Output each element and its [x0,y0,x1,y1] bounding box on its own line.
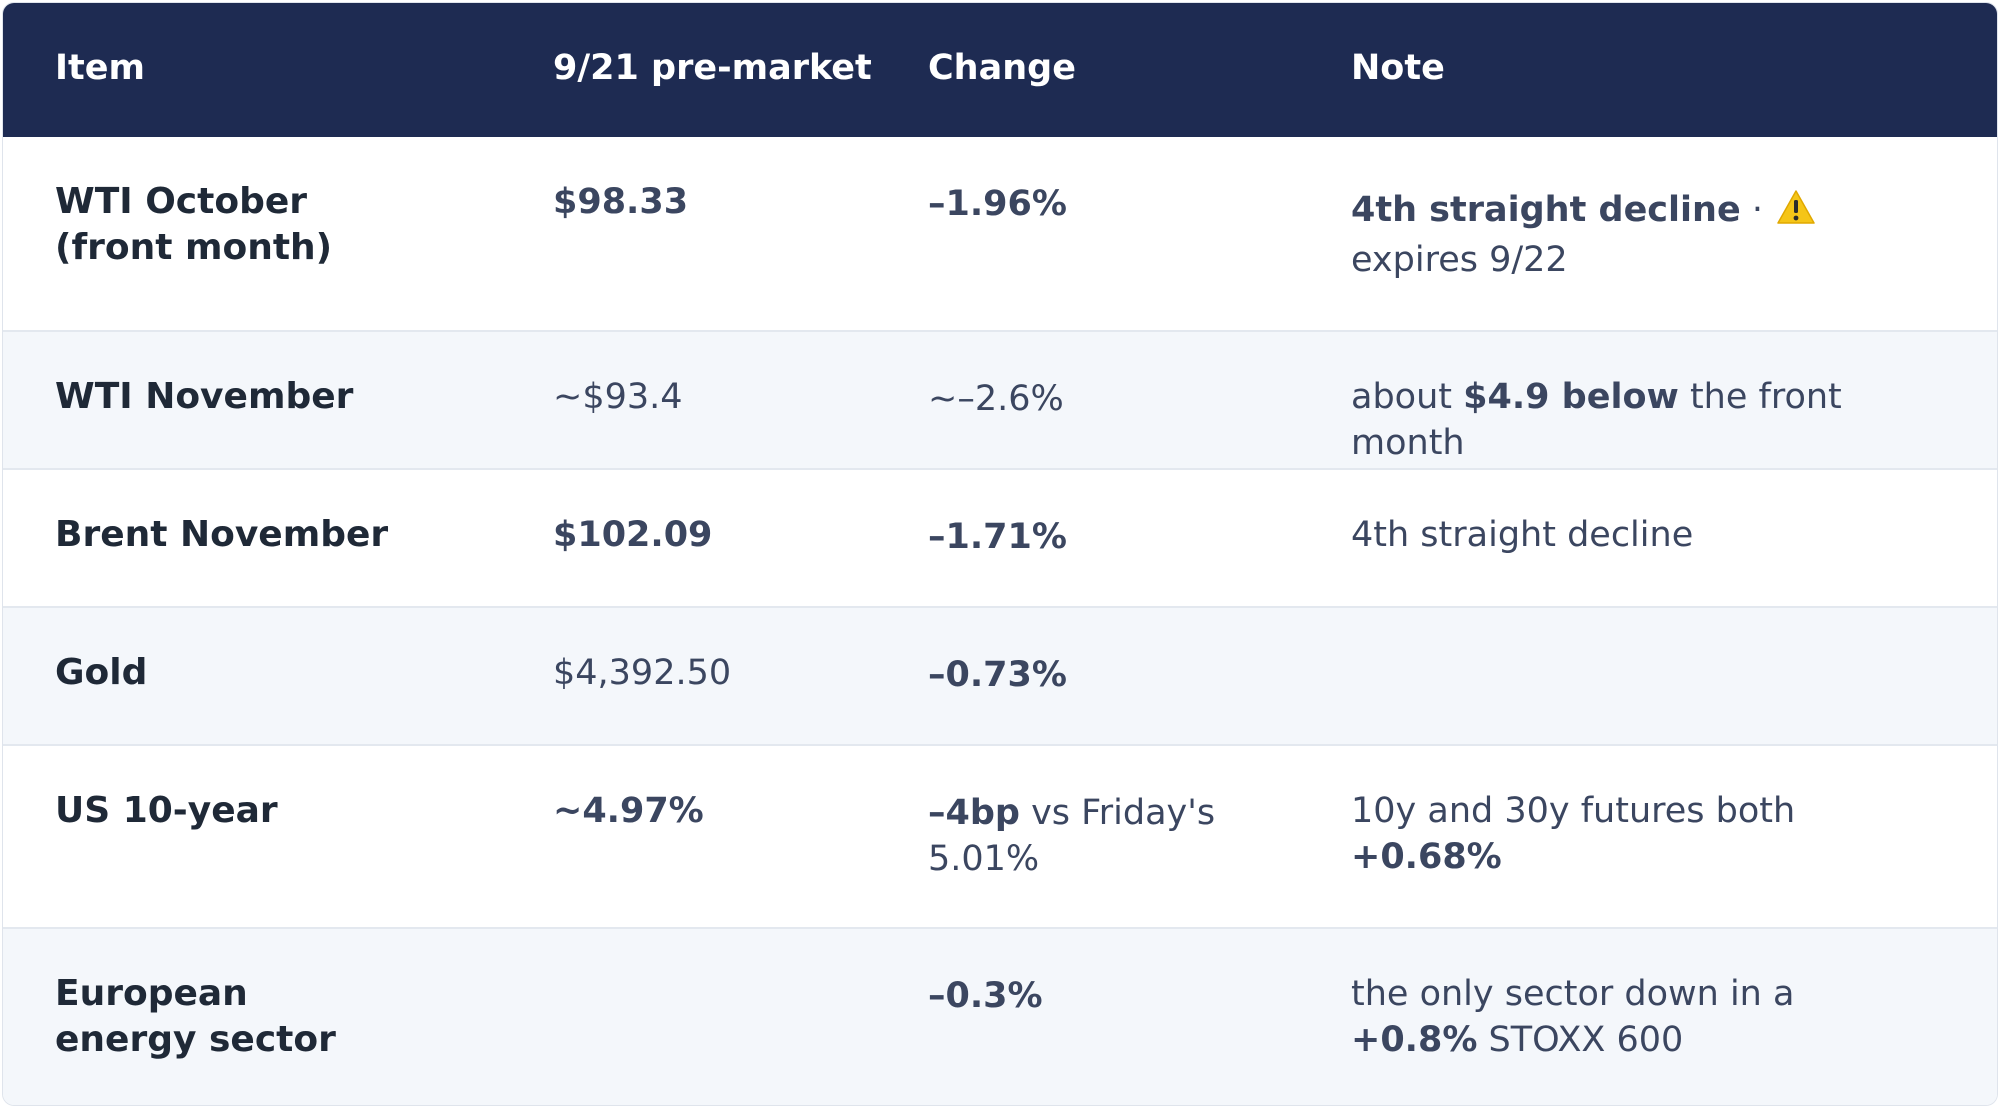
row-item: WTI November [55,376,354,417]
table-row: WTI November ~$93.4 ~–2.6% about $4.9 be… [3,332,1997,470]
note-bold: +0.68% [1351,837,1502,877]
header-premarket: 9/21 pre-market [553,48,872,88]
row-change: –0.73% [928,655,1067,695]
row-item: Brent November [55,514,389,555]
row-change: ~–2.6% [928,379,1064,419]
note-post: STOXX 600 [1477,1020,1684,1060]
note-separator: · [1740,190,1775,230]
table-row: Brent November $102.09 –1.71% 4th straig… [3,470,1997,608]
note-bold: +0.8% [1351,1020,1478,1060]
row-note: the only sector down in a +0.8% STOXX 60… [1351,971,1911,1063]
row-item: US 10-year [55,790,278,831]
row-change: –4bp vs Friday's 5.01% [928,790,1228,882]
table-header: Item 9/21 pre-market Change Note [3,3,1997,137]
note-bold: $4.9 below [1463,377,1679,417]
table-row: WTI October (front month) $98.33 –1.96% … [3,137,1997,332]
row-change: –1.71% [928,517,1067,557]
row-premarket: ~4.97% [553,791,704,831]
row-change: –1.96% [928,184,1067,224]
note-post: the front month [1351,377,1842,463]
row-premarket: $102.09 [553,515,713,555]
table-row: European energy sector –0.3% the only se… [3,929,1997,1105]
row-item: WTI October (front month) [55,181,333,268]
row-item: Gold [55,652,148,693]
row-premarket: $98.33 [553,182,689,222]
row-premarket: ~$93.4 [553,377,683,417]
warning-icon [1776,189,1816,237]
note-rest: expires 9/22 [1351,240,1568,280]
row-premarket: $4,392.50 [553,653,732,693]
row-note: 4th straight decline [1351,515,1694,555]
note-pre: 10y and 30y futures both [1351,791,1796,831]
row-note: 4th straight decline · expires 9/22 [1351,187,1911,283]
row-note: 10y and 30y futures both +0.68% [1351,788,1951,880]
table-row: Gold $4,392.50 –0.73% [3,608,1997,746]
change-rest: vs Friday's 5.01% [928,793,1216,879]
note-bold: 4th straight decline [1351,190,1741,230]
note-pre: about [1351,377,1464,417]
header-change: Change [928,48,1076,88]
row-item: European energy sector [55,973,336,1060]
row-change: –0.3% [928,976,1043,1016]
header-item: Item [55,48,145,88]
header-note: Note [1351,48,1445,88]
note-pre: the only sector down in a [1351,974,1795,1014]
change-bold: –4bp [928,793,1020,833]
row-note: about $4.9 below the front month [1351,374,1951,466]
table-row: US 10-year ~4.97% –4bp vs Friday's 5.01%… [3,746,1997,929]
